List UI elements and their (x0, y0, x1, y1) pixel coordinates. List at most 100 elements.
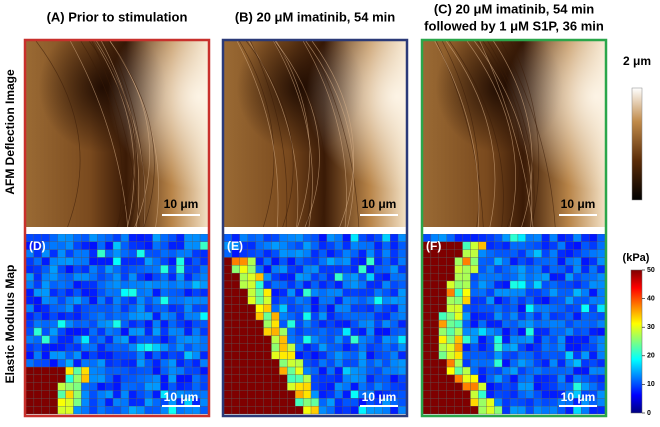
modulus-cell (136, 296, 145, 305)
modulus-cell (350, 382, 359, 391)
modulus-cell (65, 374, 74, 383)
modulus-cell (136, 319, 145, 329)
modulus-cell (25, 288, 35, 297)
modulus-cell (581, 257, 590, 266)
modulus-cell (231, 304, 240, 313)
modulus-cell (97, 257, 106, 266)
modulus-cell (454, 374, 463, 383)
modulus-cell (168, 249, 177, 258)
modulus-cell (287, 288, 296, 297)
scale-bar-label: 10 μm (164, 197, 199, 211)
modulus-cell (128, 359, 137, 368)
modulus-cell (358, 406, 367, 415)
modulus-cell (49, 327, 58, 336)
modulus-cell (326, 343, 335, 352)
scale-bar-label: 10 μm (362, 197, 397, 211)
modulus-cell (565, 312, 574, 321)
modulus-cell (192, 351, 201, 360)
modulus-cell (470, 257, 479, 266)
modulus-cell (279, 257, 288, 266)
modulus-cell (120, 304, 130, 313)
modulus-cell (541, 366, 550, 376)
modulus-cell (557, 241, 566, 250)
modulus-cell (73, 304, 82, 313)
modulus-cell (533, 366, 542, 376)
modulus-cell (104, 366, 114, 376)
modulus-cell (239, 327, 248, 336)
modulus-cell (501, 296, 511, 305)
modulus-cell (104, 374, 114, 383)
modulus-cell (65, 351, 74, 360)
modulus-cell (247, 374, 256, 383)
modulus-cell (120, 272, 130, 282)
modulus-cell (581, 241, 590, 250)
modulus-cell (390, 241, 399, 250)
modulus-cell (374, 288, 383, 297)
modulus-cell (287, 319, 296, 329)
modulus-cell (112, 241, 122, 250)
modulus-cell (478, 280, 487, 289)
modulus-cell (25, 327, 35, 336)
modulus-cell (382, 233, 391, 242)
modulus-cell (382, 327, 391, 336)
modulus-cell (255, 304, 264, 313)
modulus-cell (152, 366, 161, 376)
modulus-cell (176, 374, 185, 383)
modulus-cell (350, 366, 359, 376)
modulus-cell (49, 374, 58, 383)
modulus-cell (287, 304, 296, 313)
modulus-cell (517, 359, 527, 368)
modulus-cell (478, 312, 487, 321)
modulus-cell (390, 351, 399, 360)
modulus-cell (397, 249, 407, 258)
modulus-cell (334, 374, 343, 383)
modulus-cell (184, 335, 193, 344)
modulus-cell (509, 272, 519, 282)
modulus-cell (295, 272, 304, 282)
modulus-cell (81, 359, 90, 368)
modulus-cell (144, 272, 153, 282)
modulus-cell (358, 351, 367, 360)
modulus-cell (596, 398, 606, 407)
modulus-cell (397, 351, 407, 360)
modulus-cell (422, 257, 432, 266)
modulus-cell (128, 257, 137, 266)
modulus-cell (422, 390, 432, 399)
modulus-cell (390, 374, 399, 383)
modulus-cell (350, 272, 359, 282)
modulus-cell (152, 296, 161, 305)
modulus-cell (310, 304, 320, 313)
modulus-cell (168, 366, 177, 376)
modulus-cell (462, 233, 471, 242)
modulus-cell (287, 249, 296, 258)
modulus-cell (334, 398, 343, 407)
modulus-cell (120, 351, 130, 360)
modulus-cell (557, 312, 566, 321)
modulus-cell (470, 382, 479, 391)
modulus-cell (557, 374, 566, 383)
modulus-cell (541, 406, 550, 415)
modulus-cell (326, 374, 335, 383)
modulus-cell (462, 280, 471, 289)
modulus-cell (430, 359, 439, 368)
modulus-cell (104, 406, 114, 415)
modulus-cell (65, 398, 74, 407)
modulus-cell (49, 382, 58, 391)
modulus-cell (97, 366, 106, 376)
modulus-cell (350, 374, 359, 383)
modulus-cell (342, 257, 351, 266)
modulus-cell (509, 265, 519, 274)
modulus-cell (382, 249, 391, 258)
modulus-cell (350, 390, 359, 399)
modulus-cell (525, 272, 534, 282)
modulus-cell (581, 327, 590, 336)
modulus-cell (49, 312, 58, 321)
modulus-cell (494, 359, 503, 368)
modulus-cell (494, 312, 503, 321)
modulus-cell (326, 257, 335, 266)
modulus-cell (287, 272, 296, 282)
afm-fiber (274, 40, 320, 228)
modulus-cell (342, 304, 351, 313)
modulus-cell (382, 359, 391, 368)
